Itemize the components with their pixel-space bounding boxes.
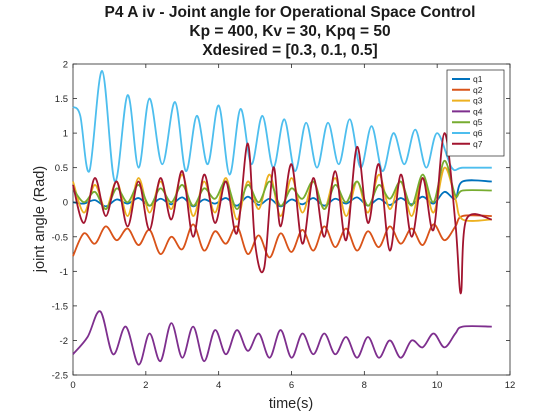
x-tick-label: 12 [505, 380, 516, 391]
x-axis: 0 2 4 6 8 10 12 [70, 64, 515, 391]
y-tick-label: -2 [60, 336, 68, 347]
chart-title: P4 A iv - Joint angle for Operational Sp… [105, 4, 476, 59]
x-tick-label: 0 [70, 380, 75, 391]
series-line-q4 [72, 310, 492, 366]
x-tick-label: 6 [289, 380, 294, 391]
y-tick-label: -1 [60, 267, 68, 278]
x-tick-label: 8 [362, 380, 367, 391]
legend-box [446, 69, 505, 157]
legend-label-q1: q1 [473, 74, 483, 84]
x-tick-label: 10 [432, 380, 443, 391]
x-tick-label: 2 [143, 380, 148, 391]
y-axis-label: joint angle (Rad) [32, 166, 48, 273]
plot-area [72, 63, 511, 376]
series-line-q6 [72, 70, 492, 183]
y-tick-label: 1 [63, 129, 68, 140]
series-line-q5 [72, 159, 492, 211]
series-line-q2 [72, 214, 492, 259]
x-axis-label: time(s) [269, 396, 313, 412]
y-axis: -2.5 -2 -1.5 -1 -0.5 0 0.5 1 1.5 2 [52, 60, 510, 382]
y-tick-label: -2.5 [52, 371, 68, 382]
title-line-1: P4 A iv - Joint angle for Operational Sp… [105, 4, 476, 21]
series-layer [72, 70, 492, 366]
series-line-q1 [72, 179, 492, 208]
y-tick-label: -1.5 [52, 301, 68, 312]
y-tick-label: 0.5 [55, 163, 68, 174]
y-tick-label: 2 [63, 60, 68, 71]
legend-label-q3: q3 [473, 96, 483, 106]
y-tick-label: -0.5 [52, 232, 68, 243]
title-line-3: Xdesired = [0.3, 0.1, 0.5] [202, 42, 377, 59]
title-line-2: Kp = 400, Kv = 30, Kpq = 50 [189, 23, 390, 40]
legend-label-q7: q7 [473, 139, 483, 149]
legend-label-q2: q2 [473, 85, 483, 95]
x-tick-label: 4 [216, 380, 221, 391]
legend-label-q5: q5 [473, 117, 483, 127]
y-tick-label: 0 [63, 198, 68, 209]
legend-label-q4: q4 [473, 106, 483, 116]
y-tick-label: 1.5 [55, 94, 68, 105]
legend-label-q6: q6 [473, 128, 483, 138]
series-line-q7 [72, 132, 492, 295]
